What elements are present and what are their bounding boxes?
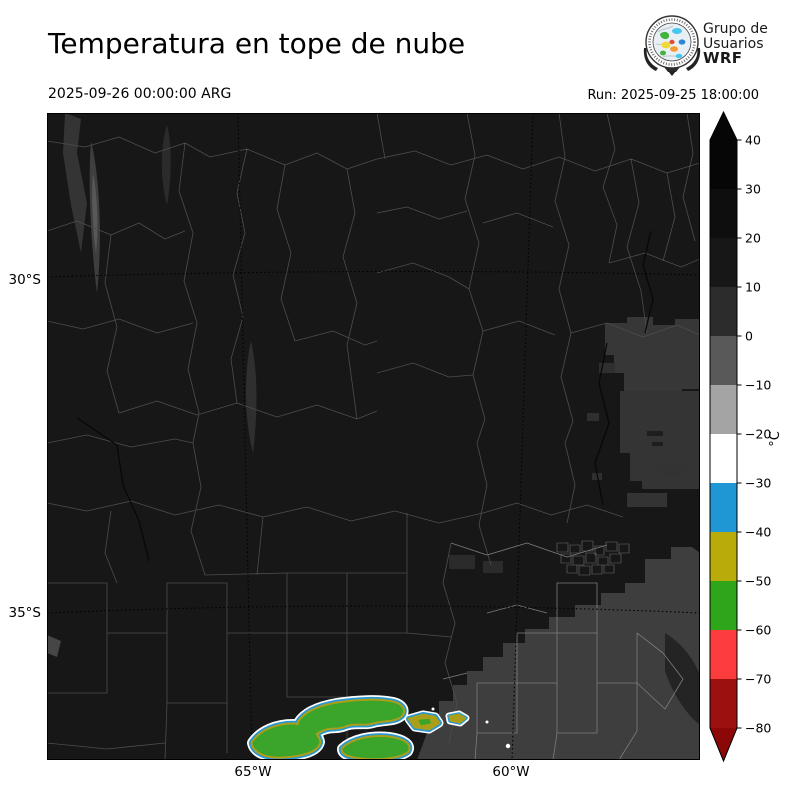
colorbar-band [710, 679, 737, 729]
colorbar-band [710, 189, 737, 239]
colorbar-extend-over-arrow [710, 112, 737, 140]
page-title: Temperatura en tope de nube [48, 27, 466, 60]
colorbar-bands [710, 140, 737, 729]
small-cloud-speck [485, 720, 489, 724]
colorbar-tick-label: 30 [745, 181, 761, 196]
x-tick-60w: 60°W [492, 764, 530, 780]
colorbar-tick-label: −10 [745, 377, 771, 392]
colorbar: 40 30 20 10 0 −10 −20 −30 −40 −50 −60 −70 −80 °C [709, 110, 783, 763]
colorbar-ticks: 40 30 20 10 0 −10 −20 −30 −40 −50 −60 −70 −80 [737, 132, 771, 735]
colorbar-band [710, 532, 737, 582]
run-time-label: Run: 2025-09-25 18:00:00 [587, 88, 759, 103]
x-tick-65w: 65°W [234, 764, 272, 780]
small-departments-cluster [556, 540, 630, 576]
colorbar-tick-label: −60 [745, 622, 771, 637]
y-tick-35s: 35°S [8, 605, 42, 621]
gray-cloud-patches-east [587, 317, 700, 507]
colorbar-band [710, 385, 737, 435]
colorbar-tick-label: −80 [745, 720, 771, 735]
logo-line-3: WRF [703, 49, 743, 67]
colorbar-band [710, 434, 737, 484]
colorbar-band [710, 140, 737, 190]
colorbar-tick-label: 10 [745, 279, 761, 294]
wrf-logo-icon [643, 15, 701, 76]
colorbar-unit-label: °C [768, 431, 783, 447]
colorbar-extend-under-arrow [710, 728, 737, 761]
colorbar-tick-label: 20 [745, 230, 761, 245]
latlon-gridlines [47, 113, 700, 760]
valid-time-label: 2025-09-26 00:00:00 ARG [48, 86, 232, 102]
small-cloud-speck [431, 707, 435, 711]
colorbar-band [710, 287, 737, 337]
map-border [47, 113, 700, 760]
colorbar-band [710, 581, 737, 631]
colorbar-band [710, 483, 737, 533]
colorbar-band [710, 238, 737, 288]
colorbar-tick-label: −70 [745, 671, 771, 686]
logo-line-2: Usuarios [703, 35, 764, 52]
colorbar-tick-label: −20 [745, 426, 771, 441]
colorbar-band [710, 336, 737, 386]
colorbar-band [710, 630, 737, 680]
colorbar-tick-label: −30 [745, 475, 771, 490]
logo-line-1: Grupo de [703, 21, 768, 37]
y-tick-30s: 30°S [8, 272, 42, 288]
wrf-logo-text: Grupo de Usuarios WRF [703, 22, 768, 66]
terrain-streaks [47, 113, 503, 657]
colorbar-tick-label: −40 [745, 524, 771, 539]
colorbar-tick-label: 40 [745, 132, 761, 147]
department-boundaries [47, 113, 700, 760]
map-plot [47, 113, 700, 760]
colorbar-tick-label: −50 [745, 573, 771, 588]
colorbar-tick-label: 0 [745, 328, 753, 343]
small-cloud-speck [505, 743, 511, 749]
rivers [76, 230, 654, 562]
cold-cloud-blobs [253, 701, 511, 758]
